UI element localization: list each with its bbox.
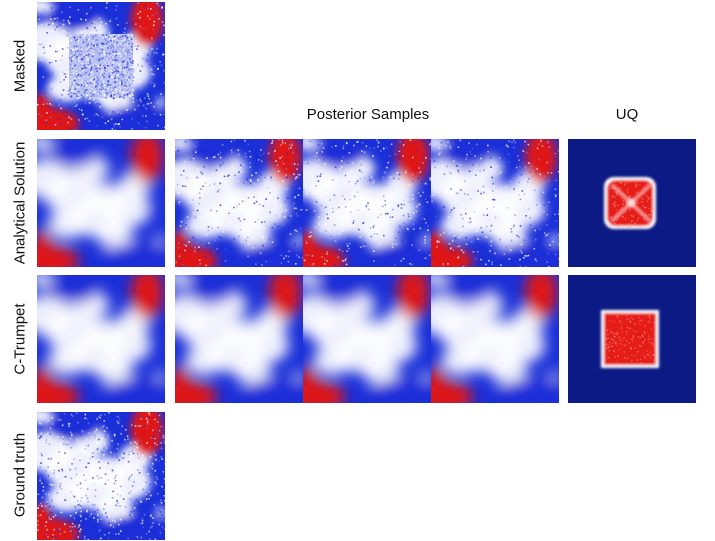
row-label-ground-truth-text: Ground truth	[11, 432, 29, 518]
ground-truth-image	[37, 412, 165, 540]
analytical-posterior-sample-1	[175, 139, 303, 267]
ctrumpet-posterior-sample-1	[175, 275, 303, 403]
column-header-posterior-samples: Posterior Samples	[306, 106, 430, 123]
column-header-uq: UQ	[615, 106, 639, 123]
analytical-solution-image	[37, 139, 165, 267]
ctrumpet-posterior-sample-3	[431, 275, 559, 403]
ctrumpet-posterior-sample-2	[303, 275, 431, 403]
analytical-posterior-sample-2	[303, 139, 431, 267]
ctrumpet-uq-map	[568, 275, 696, 403]
analytical-posterior-sample-3	[431, 139, 559, 267]
row-label-masked-text: Masked	[11, 39, 29, 93]
masked-field-image	[37, 2, 165, 130]
row-label-ctrumpet-text: C-Trumpet	[11, 303, 29, 375]
ctrumpet-mean-image	[37, 275, 165, 403]
analytical-uq-map	[568, 139, 696, 267]
row-label-analytical-text: Analytical Solution	[11, 141, 29, 265]
